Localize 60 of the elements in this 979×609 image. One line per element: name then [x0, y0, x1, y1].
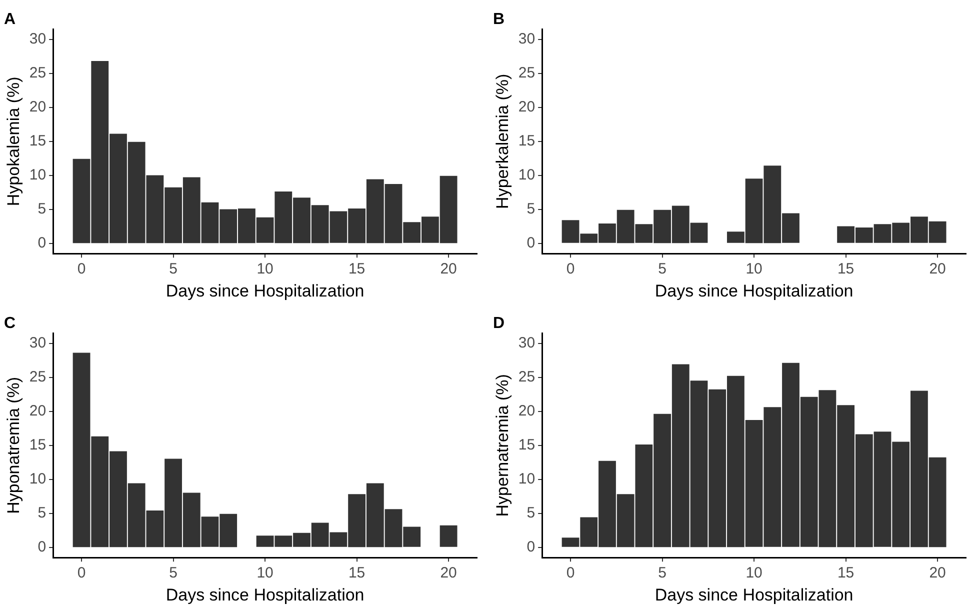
x-tick-label: 20 [440, 260, 457, 278]
x-tick-label: 0 [77, 564, 86, 582]
x-axis-title: Days since Hospitalization [654, 585, 854, 604]
x-tick-label: 15 [837, 564, 854, 582]
y-tick-label: 20 [29, 98, 46, 116]
x-tick-label: 0 [566, 260, 575, 278]
y-tick-label: 10 [29, 166, 46, 184]
y-tick-label: 15 [518, 436, 536, 454]
y-tick-label: 30 [518, 30, 536, 48]
y-tick-label: 0 [526, 234, 536, 252]
x-tick-label: 10 [746, 564, 762, 582]
y-tick-label: 15 [29, 132, 46, 150]
x-tick-label: 10 [746, 260, 762, 278]
y-tick-label: 30 [29, 334, 46, 352]
y-tick-label: 25 [29, 64, 46, 82]
x-tick-label: 10 [256, 260, 274, 278]
y-axis-title: Hypernatremia (%) [492, 374, 512, 517]
x-axis-title: Days since Hospitalization [654, 281, 854, 300]
x-tick-label: 0 [566, 564, 575, 582]
y-tick-label: 5 [38, 504, 46, 522]
y-tick-label: 0 [38, 538, 46, 556]
y-tick-label: 20 [29, 402, 46, 420]
x-tick-label: 15 [348, 564, 366, 582]
y-tick-label: 10 [518, 166, 536, 184]
y-tick-label: 5 [526, 504, 536, 522]
y-tick-label: 25 [29, 368, 46, 386]
x-axis-title: Days since Hospitalization [166, 281, 364, 300]
x-tick-label: 15 [348, 260, 366, 278]
y-tick-label: 25 [518, 64, 536, 82]
y-tick-label: 25 [518, 368, 536, 386]
chart-title: C [4, 315, 16, 332]
x-tick-label: 20 [929, 564, 946, 582]
y-axis-title: Hyponatremia (%) [4, 376, 23, 514]
y-axis-title: Hyperkalemia (%) [492, 74, 512, 209]
x-axis-title: Days since Hospitalization [166, 585, 364, 604]
y-axis-title: Hypokalemia (%) [4, 76, 23, 206]
chart-title: B [493, 11, 505, 28]
x-tick-label: 20 [440, 564, 457, 582]
y-tick-label: 20 [518, 402, 536, 420]
y-tick-label: 15 [518, 132, 536, 150]
y-tick-label: 5 [526, 200, 536, 218]
x-tick-label: 10 [256, 564, 274, 582]
y-tick-label: 30 [518, 334, 536, 352]
chart-title: A [4, 11, 16, 28]
x-tick-label: 5 [169, 260, 178, 278]
y-tick-label: 15 [29, 436, 46, 454]
y-tick-label: 0 [38, 234, 46, 252]
x-tick-label: 15 [837, 260, 854, 278]
x-tick-label: 5 [658, 564, 666, 582]
x-tick-label: 5 [658, 260, 666, 278]
y-tick-label: 30 [29, 30, 46, 48]
y-tick-label: 5 [38, 200, 46, 218]
y-tick-label: 10 [518, 470, 536, 488]
chart-title: D [493, 315, 505, 332]
y-tick-label: 10 [29, 470, 46, 488]
x-tick-label: 0 [77, 260, 86, 278]
x-tick-label: 20 [929, 260, 946, 278]
y-tick-label: 20 [518, 98, 536, 116]
x-tick-label: 5 [169, 564, 178, 582]
y-tick-label: 0 [526, 538, 536, 556]
